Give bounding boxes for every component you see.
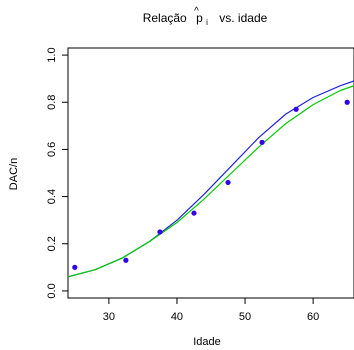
x-tick-label: 40 xyxy=(171,311,183,323)
data-point xyxy=(293,106,299,112)
y-tick-label: 0.2 xyxy=(46,236,58,251)
x-tick-label: 60 xyxy=(307,311,319,323)
y-tick-label: 0.6 xyxy=(46,142,58,157)
y-tick-label: 0.8 xyxy=(46,95,58,110)
x-tick-label: 30 xyxy=(103,311,115,323)
data-points xyxy=(72,99,350,270)
data-point xyxy=(225,179,231,186)
title-symbol-hat: ^ xyxy=(194,6,199,17)
y-axis-label: DAC/n xyxy=(8,158,20,190)
fitted-curves xyxy=(67,80,354,278)
plot-frame xyxy=(67,47,354,299)
data-point xyxy=(259,139,265,145)
data-point xyxy=(157,229,163,235)
y-tick-label: 0.0 xyxy=(46,283,58,298)
fitted-curve-1 xyxy=(67,80,354,278)
axes: 30 40 50 60 0.0 0.2 0.4 0.6 0.8 1.0 xyxy=(46,47,354,323)
data-point xyxy=(123,257,129,263)
fitted-curve-2 xyxy=(67,85,354,278)
title-symbol-base: p xyxy=(196,11,203,25)
y-tick-label: 0.4 xyxy=(46,189,58,204)
data-point xyxy=(72,264,78,270)
x-axis-label: Idade xyxy=(193,336,221,348)
data-point xyxy=(191,210,197,216)
x-tick-label: 50 xyxy=(239,311,251,323)
title-suffix: vs. idade xyxy=(219,11,267,25)
chart-title: Relação ^ p i vs. idade xyxy=(143,3,268,28)
y-tick-label: 1.0 xyxy=(46,47,58,62)
title-symbol-sub: i xyxy=(206,18,208,27)
title-prefix: Relação xyxy=(143,11,187,25)
data-point xyxy=(344,99,350,105)
